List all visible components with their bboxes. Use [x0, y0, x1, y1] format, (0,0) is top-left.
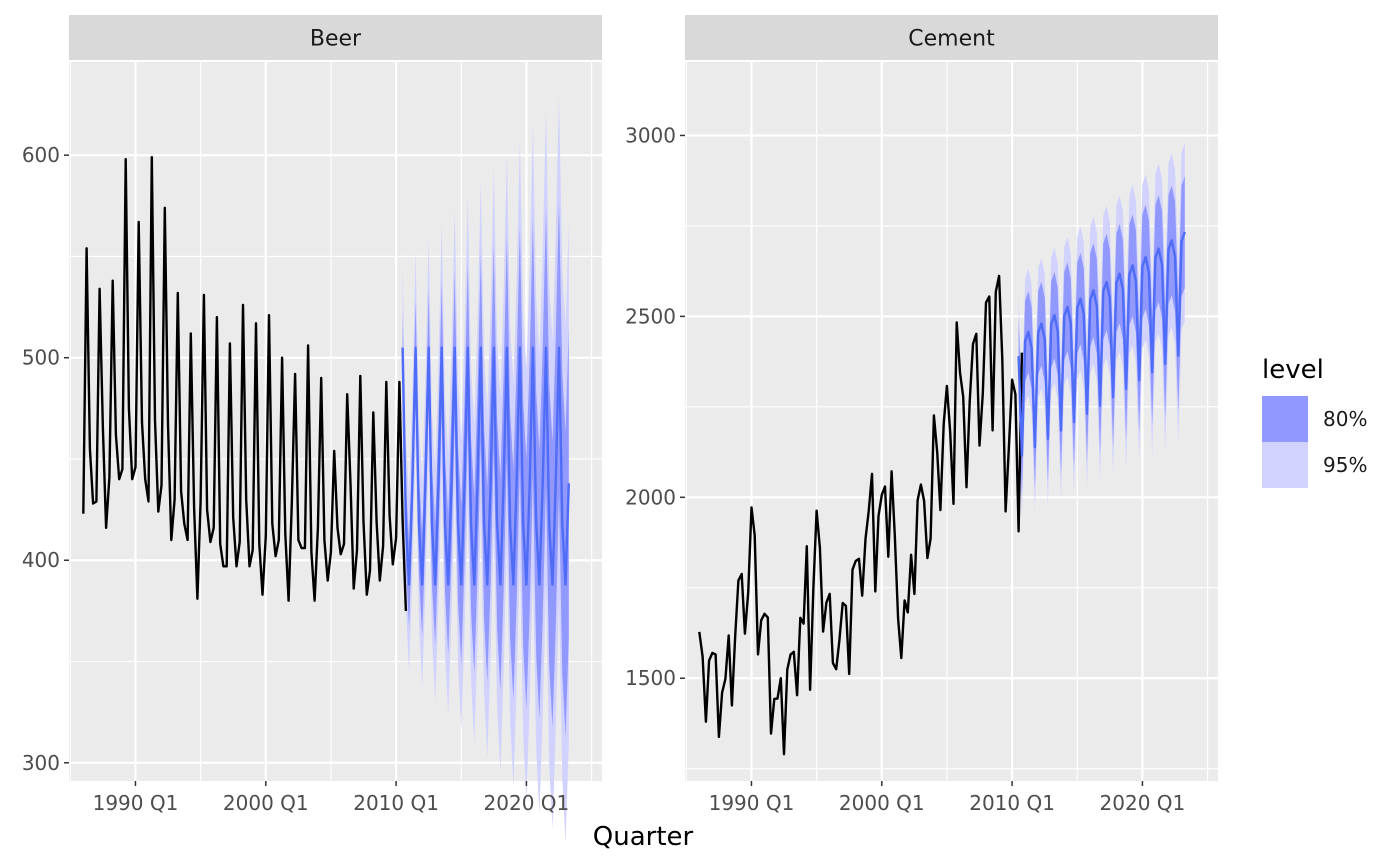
- strip-cement: [685, 15, 1218, 60]
- y-tick-label: 2000: [625, 485, 676, 509]
- legend-key-95: [1262, 442, 1308, 488]
- legend-label-80: 80%: [1323, 407, 1367, 431]
- x-tick-label: 2020 Q1: [1100, 791, 1186, 815]
- strip-label-beer: Beer: [310, 27, 362, 52]
- legend: level 80% 95%: [1262, 355, 1367, 488]
- y-tick-label: 500: [22, 346, 60, 370]
- y-tick-label: 1500: [625, 666, 676, 690]
- strip-label-cement: Cement: [908, 27, 995, 52]
- y-tick-label: 2500: [625, 304, 676, 328]
- legend-label-95: 95%: [1323, 453, 1367, 477]
- history-line-beer: [82, 156, 408, 611]
- legend-key-80: [1262, 396, 1308, 442]
- x-tick-label: 2000 Q1: [223, 791, 309, 815]
- panel-cement: Cement 1500 2000 2500 3000 1990 Q1 2000 Q1 2010…: [625, 15, 1218, 815]
- x-axis-title: Quarter: [593, 822, 694, 852]
- y-tick-label: 300: [22, 751, 60, 775]
- panel-background-cement: [685, 62, 1218, 781]
- history-line-cement: [698, 274, 1024, 756]
- y-tick-label: 600: [22, 143, 60, 167]
- forecast-line-cement: [1017, 231, 1186, 457]
- band-80-beer: [402, 199, 569, 737]
- x-tick-label: 1990 Q1: [709, 791, 795, 815]
- x-tick-label: 2020 Q1: [484, 791, 570, 815]
- y-tick-label: 3000: [625, 123, 676, 147]
- x-tick-label: 1990 Q1: [93, 791, 179, 815]
- forecast-line-beer: [401, 346, 570, 586]
- x-tick-label: 2010 Q1: [353, 791, 439, 815]
- strip-beer: [69, 15, 602, 60]
- x-tick-label: 2000 Q1: [839, 791, 925, 815]
- x-tick-label: 2010 Q1: [969, 791, 1055, 815]
- panel-beer: Beer 300 400 500 600 1990 Q1 2000 Q1 2010 Q1 202…: [22, 15, 602, 843]
- legend-title: level: [1262, 355, 1324, 385]
- y-tick-label: 400: [22, 548, 60, 572]
